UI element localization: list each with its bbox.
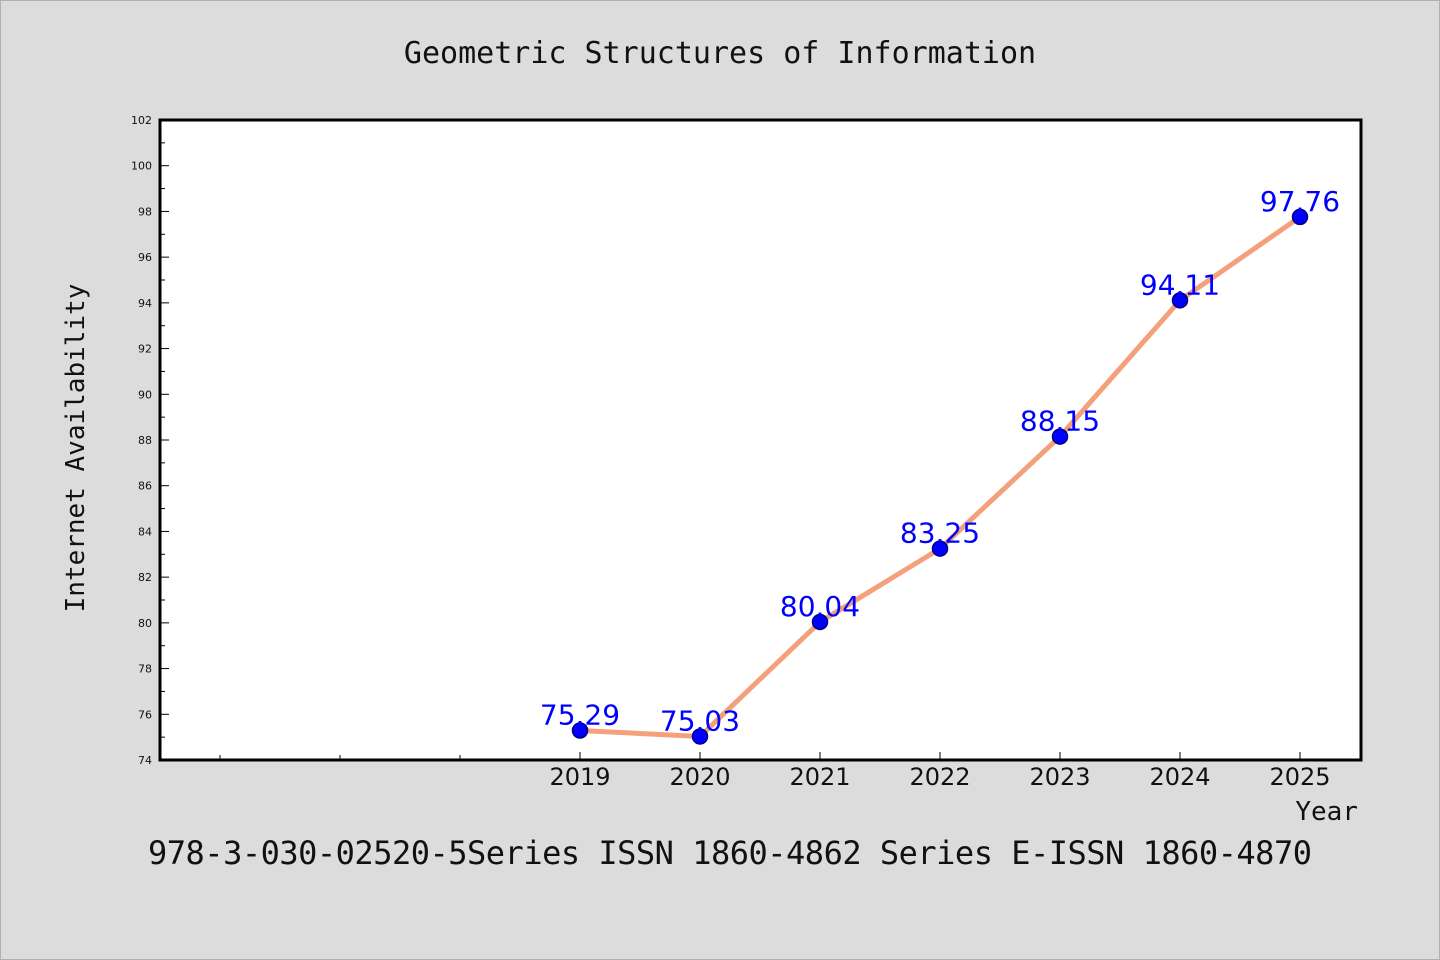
- y-tick-label: 102: [131, 114, 152, 127]
- y-tick-label: 80: [138, 617, 152, 630]
- y-tick-label: 78: [138, 663, 152, 676]
- y-tick-label: 82: [138, 571, 152, 584]
- y-tick-label: 92: [138, 343, 152, 356]
- x-axis-title: Year: [1295, 797, 1358, 827]
- x-tick-label: 2025: [1269, 763, 1330, 791]
- data-label: 88.15: [1020, 405, 1100, 438]
- chart-title: Geometric Structures of Information: [404, 36, 1036, 71]
- y-tick-label: 94: [138, 297, 152, 310]
- x-tick-label: 2022: [909, 763, 970, 791]
- footer-text: 978-3-030-02520-5Series ISSN 1860-4862 S…: [148, 834, 1312, 872]
- y-axis-title: Internet Availability: [61, 284, 91, 613]
- data-point: [811, 613, 829, 631]
- y-tick-label: 98: [138, 205, 152, 218]
- x-tick-label: 2019: [549, 763, 610, 791]
- data-point: [691, 728, 709, 745]
- x-tick-label: 2023: [1029, 763, 1090, 791]
- data-label: 80.04: [780, 590, 860, 623]
- data-label: 75.03: [660, 704, 740, 737]
- y-tick-label: 90: [138, 388, 152, 401]
- y-axis: 74 76 78 80 82 84 86 88 90 92 94 96 98 100 102: [131, 114, 169, 767]
- y-tick-label: 84: [138, 525, 152, 538]
- y-tick-label: 88: [138, 434, 152, 447]
- x-axis: 2019 2020 2021 2022 2023 2024 2025: [219, 752, 1331, 791]
- x-tick-label: 2021: [789, 763, 850, 791]
- y-tick-label: 86: [138, 480, 152, 493]
- y-tick-label: 74: [138, 754, 152, 767]
- data-label: 75.29: [540, 699, 620, 732]
- y-tick-label: 96: [138, 251, 152, 264]
- data-point: [931, 540, 949, 557]
- plot-area: [158, 118, 1363, 762]
- data-point: [1291, 208, 1309, 226]
- x-tick-label: 2024: [1149, 763, 1210, 791]
- data-labels-group: 75.29 75.03 80.04 83.25 88.15 94.11 97.76: [540, 185, 1340, 738]
- data-label: 83.25: [900, 517, 980, 550]
- data-label: 94.11: [1140, 268, 1220, 301]
- y-tick-label: 76: [138, 708, 152, 721]
- y-tick-label: 100: [131, 160, 152, 173]
- data-point: [571, 722, 589, 739]
- markers-group: [571, 208, 1309, 745]
- data-point: [1171, 292, 1189, 309]
- data-point: [1051, 428, 1069, 445]
- x-tick-label: 2020: [669, 763, 730, 791]
- data-label: 97.76: [1260, 185, 1340, 218]
